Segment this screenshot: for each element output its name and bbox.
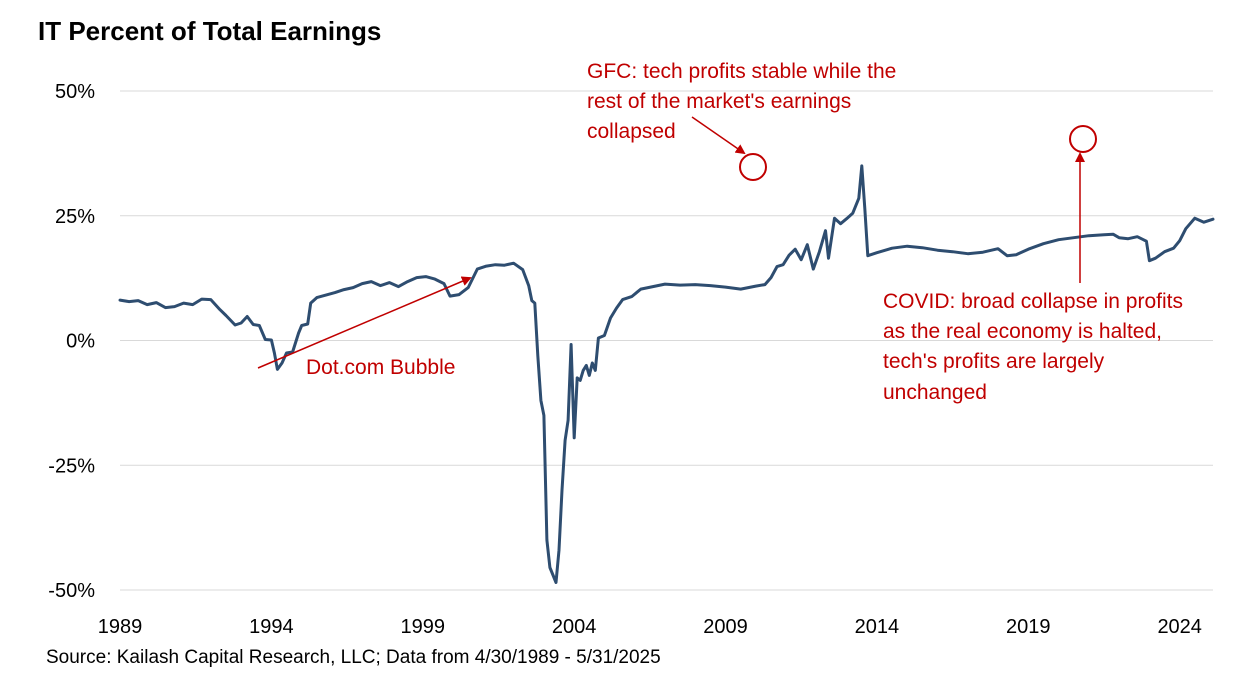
y-axis-tick-labels: 50% 25% 0% -25% -50% <box>48 81 95 602</box>
covid-highlight-circle <box>1069 125 1097 153</box>
annotations: GFC: tech profits stable while the rest … <box>257 60 1189 404</box>
x-tick-label: 1989 <box>98 616 143 638</box>
gridlines <box>120 90 1213 591</box>
x-tick-label: 2014 <box>855 616 900 638</box>
dotcom-annotation: Dot.com Bubble <box>306 356 455 379</box>
x-tick-label: 2009 <box>703 616 748 638</box>
y-tick-label: -25% <box>48 455 95 477</box>
x-tick-label: 2019 <box>1006 616 1051 638</box>
x-axis-tick-labels: 1989 1994 1999 2004 2009 2014 2019 2024 <box>98 616 1202 638</box>
gfc-annotation-line: collapsed <box>587 120 676 143</box>
gfc-arrow <box>691 116 746 155</box>
covid-annotation-line: unchanged <box>883 381 987 404</box>
x-tick-label: 1999 <box>401 616 446 638</box>
gfc-annotation-line: GFC: tech profits stable while the <box>587 60 896 83</box>
x-tick-label: 2004 <box>552 616 597 638</box>
gfc-annotation-line: rest of the market's earnings <box>587 90 851 113</box>
source-note: Source: Kailash Capital Research, LLC; D… <box>46 647 661 668</box>
covid-annotation: COVID: broad collapse in profits as the … <box>883 290 1189 404</box>
dotcom-arrow <box>257 276 472 369</box>
y-tick-label: 0% <box>66 331 95 353</box>
covid-annotation-line: as the real economy is halted, <box>883 320 1162 343</box>
gfc-annotation: GFC: tech profits stable while the rest … <box>587 60 902 143</box>
covid-annotation-line: COVID: broad collapse in profits <box>883 290 1183 313</box>
x-tick-label: 1994 <box>249 616 294 638</box>
series-line <box>118 164 1215 584</box>
y-tick-label: 25% <box>55 206 95 228</box>
gfc-highlight-circle <box>739 153 767 181</box>
chart-title: IT Percent of Total Earnings <box>38 16 382 46</box>
y-tick-label: 50% <box>55 81 95 103</box>
x-tick-label: 2024 <box>1157 616 1202 638</box>
covid-annotation-line: tech's profits are largely <box>883 350 1105 373</box>
series-layer <box>118 164 1215 584</box>
y-tick-label: -50% <box>48 580 95 602</box>
